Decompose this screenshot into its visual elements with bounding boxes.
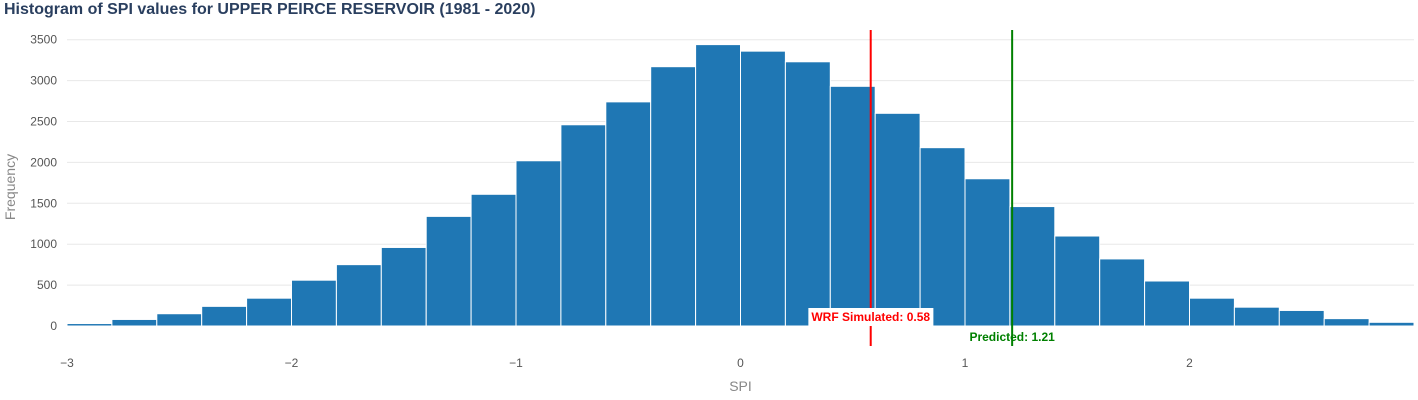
y-axis-title: Frequency [2,154,18,220]
x-tick-label: −2 [285,356,299,370]
histogram-bar [560,124,607,327]
y-tick-label: 3000 [30,74,57,88]
histogram-bar [1099,258,1146,327]
wrf-simulated-label-bg [808,308,934,326]
histogram-bars [66,44,1415,327]
x-tick-label: 0 [737,356,744,370]
x-axis-ticks: −3 −2 −1 0 1 2 [60,356,1193,370]
histogram-bar [66,323,113,327]
histogram-bar [470,193,517,327]
histogram-bar [1189,297,1235,327]
histogram-bar [1009,206,1056,327]
histogram-bar [291,279,337,327]
histogram-bar [650,66,697,327]
histogram-bar [1144,280,1190,327]
y-tick-label: 2000 [30,155,57,169]
histogram-bar [1368,321,1415,327]
wrf-simulated-label: WRF Simulated: 0.58 [811,310,930,324]
histogram-bar [829,85,876,327]
chart-title: Histogram of SPI values for UPPER PEIRCE… [4,1,536,18]
x-axis-title: SPI [729,378,752,394]
histogram-bar [1054,235,1101,327]
histogram-bar [874,112,921,327]
histogram-bar [695,44,741,327]
histogram-bar [964,178,1011,327]
y-tick-label: 1500 [30,196,57,210]
y-tick-label: 0 [50,319,57,333]
histogram-bar [425,215,472,327]
histogram-bar [605,101,652,327]
x-tick-label: 1 [962,356,969,370]
histogram-bar [246,297,293,327]
y-tick-label: 500 [37,278,57,292]
y-tick-label: 1000 [30,237,57,251]
histogram-bar [380,246,427,327]
histogram-bar [1278,309,1325,327]
histogram-bar [335,264,382,327]
predicted-label: Predicted: 1.21 [969,330,1055,344]
histogram-bar [201,305,248,327]
histogram-bar [784,61,831,327]
y-tick-label: 3500 [30,33,57,47]
x-tick-label: 2 [1186,356,1193,370]
histogram-bar [111,318,158,327]
reference-lines: WRF Simulated: 0.58 Predicted: 1.21 [808,30,1055,346]
histogram-bar [740,50,786,327]
histogram-bar [919,147,966,327]
histogram-bar [156,313,203,327]
x-tick-label: −1 [509,356,523,370]
y-axis-ticks: 0 500 1000 1500 2000 2500 3000 3500 [30,33,57,333]
histogram-bar [515,160,562,327]
histogram-bar [1323,318,1370,327]
histogram-bar [1233,306,1280,327]
y-tick-label: 2500 [30,115,57,129]
x-tick-label: −3 [60,356,74,370]
